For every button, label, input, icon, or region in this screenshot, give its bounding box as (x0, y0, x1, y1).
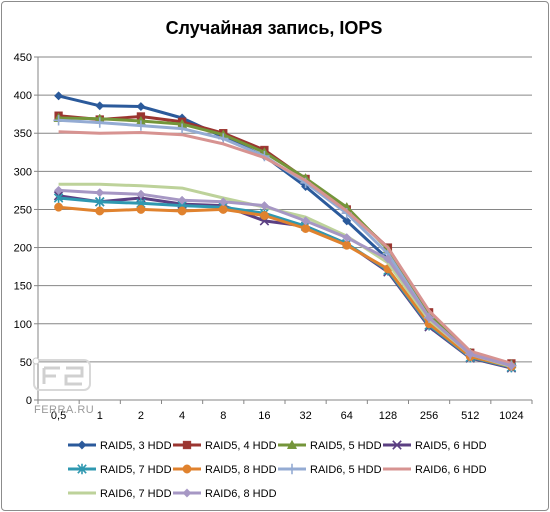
data-point (95, 206, 105, 216)
x-tick-label: 1024 (499, 410, 523, 422)
data-point (218, 197, 228, 207)
chart-title: Случайная запись, IOPS (166, 18, 383, 38)
series-8 (58, 130, 512, 365)
x-tick-label: 256 (420, 410, 438, 422)
x-tick-label: 0,5 (51, 410, 66, 422)
data-point (176, 123, 188, 134)
x-tick-label: 64 (341, 410, 353, 422)
series-line (58, 188, 512, 368)
series-6 (54, 202, 516, 371)
watermark-text: FERRA.RU (34, 404, 94, 416)
legend-marker (182, 488, 192, 498)
y-tick-label: 50 (20, 357, 32, 369)
data-point (301, 224, 311, 233)
legend-item: RAID6, 7 HDD (68, 488, 172, 500)
data-point (136, 204, 146, 214)
data-point (259, 201, 269, 211)
legend-marker (182, 440, 192, 450)
legend-label: RAID6, 7 HDD (100, 488, 172, 500)
data-point (177, 195, 187, 205)
legend-item: RAID5, 4 HDD (173, 440, 277, 452)
series-line (58, 205, 512, 368)
watermark: FERRA.RU (32, 357, 94, 416)
data-point (465, 349, 475, 359)
series-5 (53, 192, 517, 373)
data-point (135, 120, 147, 131)
data-point (424, 313, 434, 323)
series-10 (54, 185, 516, 371)
data-point (342, 233, 352, 243)
axes (34, 56, 533, 404)
legend-item: RAID6, 6 HDD (383, 464, 487, 476)
y-tick-label: 350 (14, 128, 32, 140)
data-point (218, 204, 228, 214)
legend-marker (286, 439, 298, 449)
x-axis-ticks: 0,5 1 2 4 8 16 32 64 128 256 512 1024 (51, 410, 524, 422)
x-tick-label: 2 (138, 410, 144, 422)
legend-item: RAID5, 5 HDD (278, 439, 382, 452)
data-point (301, 216, 311, 226)
x-tick-label: 4 (179, 410, 185, 422)
x-tick-label: 16 (258, 410, 270, 422)
legend-marker (77, 463, 87, 475)
legend-marker (182, 464, 192, 474)
series-group (53, 91, 517, 373)
data-point (259, 211, 269, 220)
data-point (94, 196, 105, 208)
y-tick-label: 0 (26, 395, 32, 407)
x-tick-label: 32 (299, 410, 311, 422)
data-point (95, 101, 105, 111)
data-point (136, 101, 146, 112)
y-axis-ticks: 0 50 100 150 200 250 300 350 400 450 (14, 52, 32, 407)
legend-label: RAID6, 8 HDD (205, 488, 277, 500)
legend-item: RAID5, 8 HDD (173, 464, 277, 476)
data-point (136, 189, 146, 199)
data-point (218, 133, 229, 144)
legend-label: RAID5, 6 HDD (415, 440, 487, 452)
data-point (54, 185, 64, 195)
legend-label: RAID6, 5 HDD (310, 464, 382, 476)
data-point (383, 254, 393, 264)
legend-item: RAID6, 5 HDD (278, 463, 382, 476)
legend-marker (77, 440, 87, 450)
data-point (342, 216, 352, 226)
data-point (342, 240, 352, 250)
data-point (54, 202, 64, 212)
x-tick-label: 512 (461, 410, 479, 422)
legend-item: RAID5, 6 HDD (383, 440, 487, 452)
series-line (58, 130, 512, 365)
legend-item: RAID5, 7 HDD (68, 463, 172, 476)
y-tick-label: 400 (14, 90, 32, 102)
legend-item: RAID5, 3 HDD (68, 440, 172, 452)
legend-marker (392, 440, 402, 450)
legend-label: RAID5, 5 HDD (310, 440, 382, 452)
legend: RAID5, 3 HDD RAID5, 4 HDD RAID5, 5 HDD RAID… (68, 439, 487, 500)
series-line (58, 116, 512, 366)
data-point (53, 115, 64, 126)
legend-item: RAID6, 8 HDD (173, 488, 277, 500)
data-point (95, 188, 105, 198)
y-tick-label: 250 (14, 204, 32, 216)
data-point (177, 206, 187, 216)
legend-label: RAID5, 4 HDD (205, 440, 277, 452)
legend-label: RAID5, 3 HDD (100, 440, 172, 452)
legend-label: RAID5, 8 HDD (205, 464, 277, 476)
data-point (506, 361, 516, 371)
data-point (54, 91, 64, 101)
y-tick-label: 450 (14, 52, 32, 64)
y-tick-label: 300 (14, 166, 32, 178)
x-tick-label: 1 (97, 410, 103, 422)
y-tick-label: 200 (14, 243, 32, 255)
legend-marker (286, 463, 298, 475)
y-tick-label: 100 (14, 319, 32, 331)
legend-label: RAID6, 6 HDD (415, 464, 487, 476)
y-tick-label: 150 (14, 281, 32, 293)
x-tick-label: 8 (220, 410, 226, 422)
legend-label: RAID5, 7 HDD (100, 464, 172, 476)
data-point (94, 117, 105, 128)
x-tick-label: 128 (379, 410, 397, 422)
